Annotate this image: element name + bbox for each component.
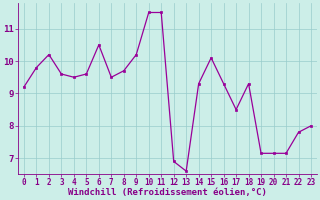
X-axis label: Windchill (Refroidissement éolien,°C): Windchill (Refroidissement éolien,°C) bbox=[68, 188, 267, 197]
